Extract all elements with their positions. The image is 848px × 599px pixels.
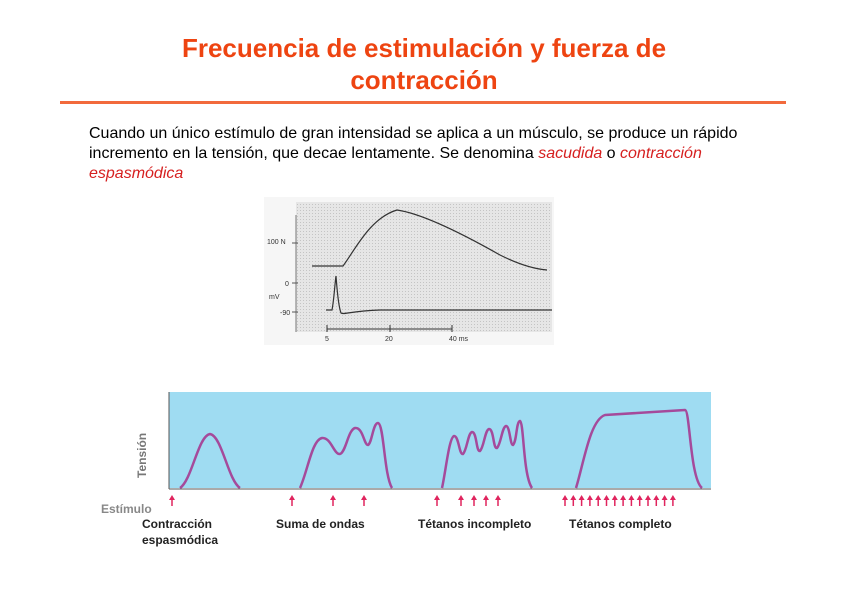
stimulus-arrow [570,495,577,506]
stimulus-arrow [495,495,501,506]
stimulus-arrow [636,495,643,506]
stimulus-arrow [169,495,175,506]
term-contraccion-espasmodica: contracción espasmódica [89,145,702,182]
stimulus-arrow [620,495,627,506]
title-line-1: Frecuencia de estimulación y fuerza de [181,33,667,63]
stimulus-arrow [578,495,585,506]
label-mv: mV [269,294,280,301]
action-potential-trace [326,275,552,315]
label-minus-90: -90 [280,310,290,317]
twitch-tension-curve [312,209,548,271]
stimulus-arrow [471,495,477,506]
stimulus-arrow [434,495,440,506]
page-title: Frecuencia de estimulación y fuerza de c… [0,32,848,96]
curve-wave-summation [298,421,394,489]
curve-incomplete-tetanus [440,419,534,489]
tension-diagram: Tensión Estímulo Contracción espasmódica… [101,392,711,547]
stimulus-arrow [361,495,367,506]
intro-text-1: Cuando un único estímulo de gran intensi… [89,125,738,162]
tick-40ms: 40 ms [449,336,469,343]
label-0: 0 [285,281,289,288]
title-line-2: contracción [350,65,498,95]
label-100n: 100 N [267,239,286,246]
recording-grid [296,202,552,332]
stimulus-arrow [458,495,464,506]
stimulus-arrow [645,495,651,506]
stimulus-label: Estímulo [101,502,152,516]
twitch-recording: 100 N 0 mV -90 5 20 40 ms [264,197,554,345]
stimulus-arrows [169,495,676,506]
tick-5: 5 [325,336,329,343]
stimulus-arrow [289,495,295,506]
tension-area [169,392,711,488]
tick-20: 20 [385,336,393,343]
panel3-label: Tétanos incompleto [418,517,531,531]
intro-paragraph: Cuando un único estímulo de gran intensi… [89,124,789,184]
panel1-label-line1: Contracción [142,517,212,531]
intro-text-2: o [602,145,621,162]
stimulus-arrow [595,495,602,506]
stimulus-arrow [603,495,610,506]
curve-complete-tetanus [574,408,703,489]
panel1-label-line2: espasmódica [142,533,218,547]
stimulus-arrow [330,495,336,506]
stimulus-arrow [483,495,489,506]
stimulus-arrow [669,495,676,506]
panel2-label: Suma de ondas [276,517,365,531]
stimulus-arrow [628,495,635,506]
stimulus-arrow [562,495,568,506]
tension-axis-label: Tensión [135,433,149,478]
stimulus-arrow [661,495,668,506]
panel4-label: Tétanos completo [569,517,672,531]
stimulus-arrow [586,495,593,506]
term-sacudida: sacudida [538,145,603,162]
title-underline [60,101,786,104]
stimulus-arrow [611,495,618,506]
curve-single-twitch [179,432,241,490]
stimulus-arrow [653,495,660,506]
